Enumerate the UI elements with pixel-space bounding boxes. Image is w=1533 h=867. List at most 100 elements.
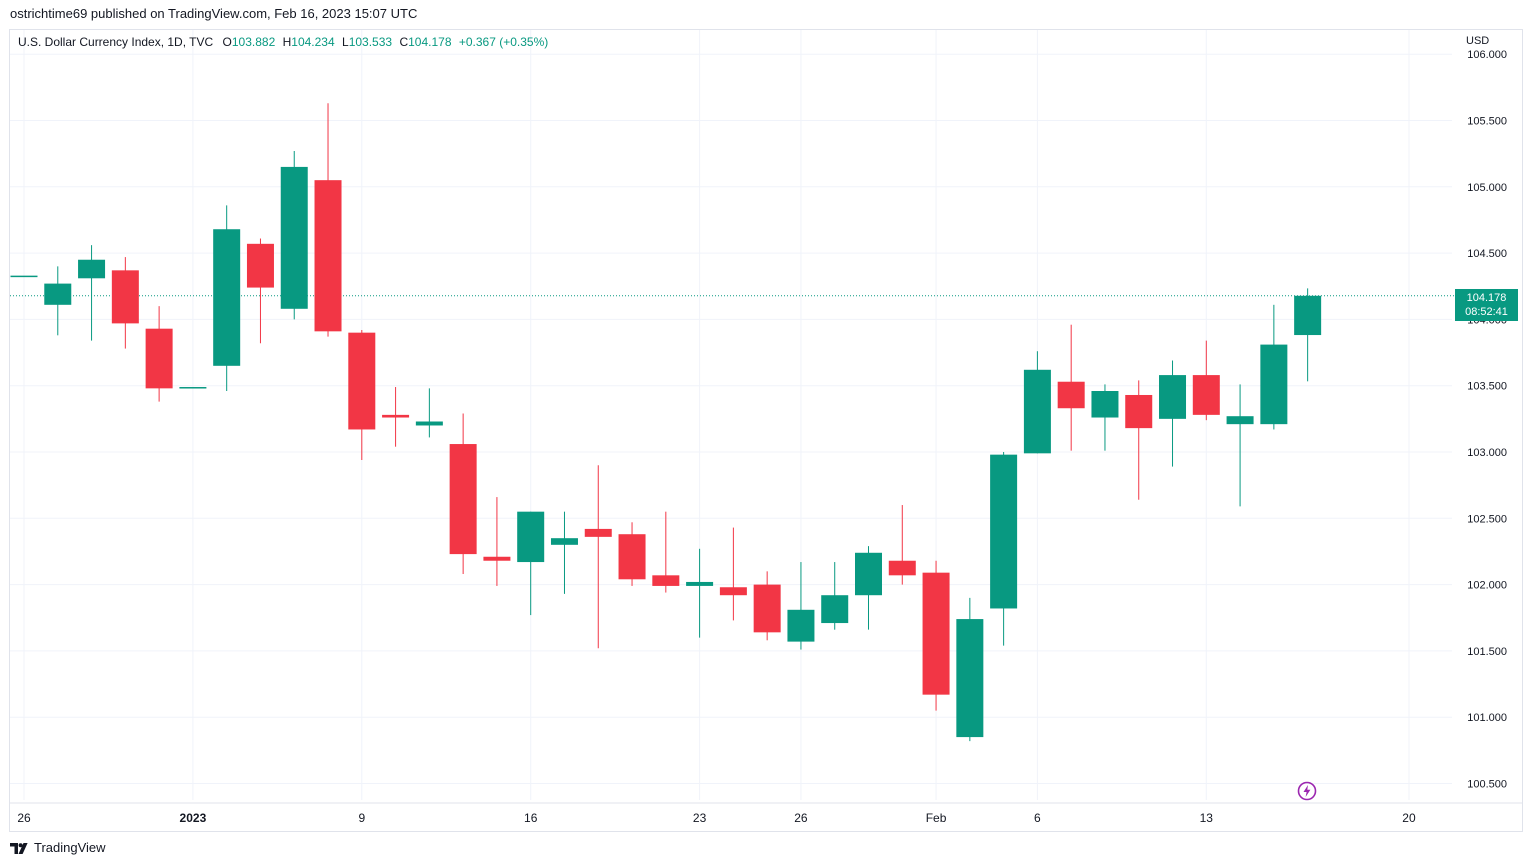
candle xyxy=(145,306,173,402)
candle xyxy=(314,103,342,337)
currency-label: USD xyxy=(1466,35,1490,47)
candle xyxy=(1023,351,1051,454)
time-axis: 26 2023 9 16 23 26 Feb 6 13 20 xyxy=(17,811,1416,825)
candle-body xyxy=(1260,344,1288,425)
time-tick-label: 23 xyxy=(693,811,707,825)
candle xyxy=(1192,340,1220,421)
close-value: 104.178 xyxy=(408,35,452,49)
time-tick-label: 26 xyxy=(17,811,31,825)
candle xyxy=(550,511,578,594)
candle-body xyxy=(584,528,612,537)
candle-body xyxy=(888,560,916,576)
candle xyxy=(44,266,72,336)
candle-body xyxy=(1159,375,1187,419)
candle-body xyxy=(1091,391,1119,418)
candle xyxy=(686,548,714,638)
time-tick-label: Feb xyxy=(926,811,947,825)
candle-body xyxy=(111,270,139,324)
low-label: L xyxy=(342,35,349,49)
last-price-value: 104.178 xyxy=(1466,292,1507,304)
candle-body xyxy=(179,387,207,389)
candle-body xyxy=(990,454,1018,609)
candle-body xyxy=(922,572,950,695)
price-tick-label: 102.500 xyxy=(1467,513,1507,525)
candle-body xyxy=(1294,295,1322,336)
price-tick-label: 103.000 xyxy=(1467,447,1507,459)
candle-body xyxy=(686,581,714,586)
chart-pane[interactable] xyxy=(9,29,1523,832)
price-tick-label: 104.500 xyxy=(1467,248,1507,260)
candle xyxy=(483,497,511,586)
candle-body xyxy=(855,552,882,596)
price-axis: 100.500 101.000 101.500 102.000 102.500 103.0… xyxy=(1467,49,1507,790)
candle-body xyxy=(1023,369,1051,454)
candle xyxy=(382,387,410,447)
candle xyxy=(618,522,646,586)
price-tick-label: 103.500 xyxy=(1467,381,1507,393)
candle-body xyxy=(246,243,274,288)
candle-body xyxy=(78,259,106,279)
candle-body xyxy=(1192,375,1220,415)
price-tick-label: 101.500 xyxy=(1467,646,1507,658)
candle xyxy=(348,330,376,460)
candle xyxy=(652,511,680,593)
candle-body xyxy=(348,332,376,430)
time-tick-label: 6 xyxy=(1034,811,1041,825)
lightning-bolt-icon[interactable] xyxy=(1297,781,1317,801)
candle-body xyxy=(1226,416,1254,425)
candle xyxy=(1057,324,1085,451)
candle xyxy=(1125,380,1153,500)
candle xyxy=(78,245,106,341)
publish-info: ostrichtime69 published on TradingView.c… xyxy=(10,6,418,21)
candle-body xyxy=(449,444,477,555)
close-label: C xyxy=(399,35,409,49)
candle xyxy=(956,597,984,742)
candle-body xyxy=(213,229,241,366)
time-tick-label: 9 xyxy=(358,811,365,825)
candle xyxy=(1260,304,1288,430)
footer-brand[interactable]: TradingView xyxy=(10,840,106,855)
brand-name: TradingView xyxy=(34,840,106,855)
open-label: O xyxy=(222,35,232,49)
candle-body xyxy=(821,595,849,624)
candle-body xyxy=(280,166,308,309)
candle-body xyxy=(618,534,646,580)
price-tick-label: 106.000 xyxy=(1467,49,1507,61)
candle xyxy=(280,150,308,320)
change-value: +0.367 (+0.35%) xyxy=(458,35,549,49)
candle xyxy=(111,257,139,349)
candle xyxy=(990,452,1018,646)
candle-body xyxy=(550,538,578,545)
candle-body xyxy=(517,511,545,563)
candle xyxy=(584,465,612,649)
time-tick-label: 16 xyxy=(524,811,538,825)
candle xyxy=(415,388,443,438)
candle-body xyxy=(787,609,815,642)
symbol-legend[interactable]: U.S. Dollar Currency Index, 1D, TVC O 103… xyxy=(18,35,552,49)
price-tick-label: 105.500 xyxy=(1467,116,1507,128)
candle xyxy=(449,413,477,574)
tradingview-logo-icon xyxy=(10,842,28,854)
last-price-tag: 104.178 08:52:41 xyxy=(1455,289,1518,321)
candle xyxy=(922,560,950,711)
time-tick-label: 20 xyxy=(1402,811,1416,825)
candle xyxy=(213,205,241,392)
symbol-title: U.S. Dollar Currency Index, 1D, TVC xyxy=(18,35,214,49)
time-tick-label: 2023 xyxy=(180,811,207,825)
candle-body xyxy=(382,414,410,418)
price-tick-label: 102.000 xyxy=(1467,580,1507,592)
candle-body xyxy=(652,575,680,586)
candle xyxy=(10,275,38,278)
candle-body xyxy=(956,619,984,738)
candle xyxy=(821,562,849,630)
candle xyxy=(787,562,815,650)
candle xyxy=(246,238,274,344)
low-value: 103.533 xyxy=(348,35,393,49)
candle xyxy=(1226,384,1254,507)
candles xyxy=(10,103,1322,742)
time-tick-label: 13 xyxy=(1200,811,1214,825)
candle xyxy=(719,527,747,621)
candle-body xyxy=(314,180,342,332)
candle-body xyxy=(44,283,72,305)
